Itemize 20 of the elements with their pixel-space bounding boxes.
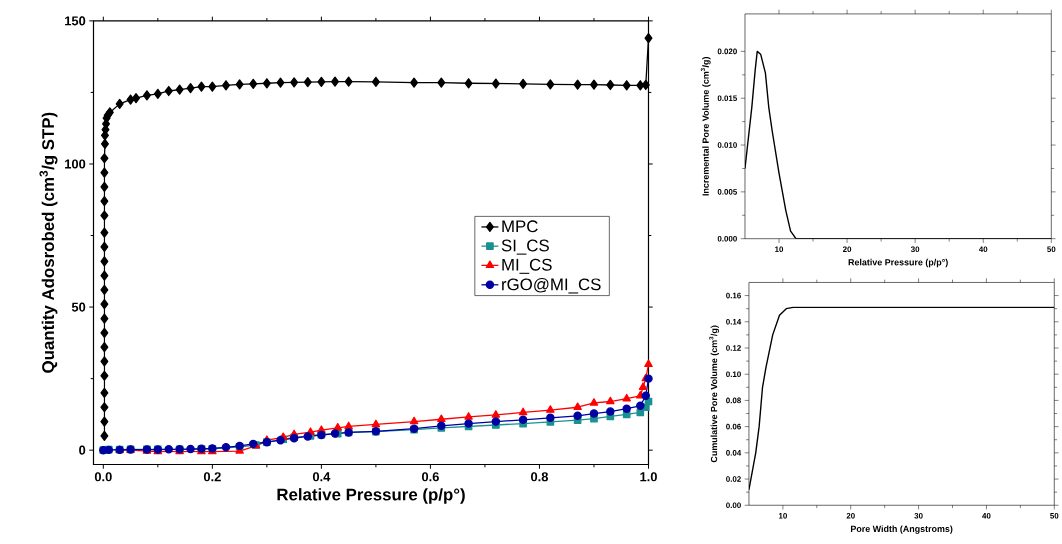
y-tick-label: 0 [79,445,86,455]
x-tick-label: 0.4 [312,472,331,482]
y-axis-title: Cumulative Pore Volume (cm$^{3}$/g) [709,325,719,463]
x-tick-label: 0.8 [531,472,549,482]
y-tick-label: 150 [65,16,86,26]
x-tick-label: 0.2 [203,472,221,482]
legend-label: MPC [502,220,538,233]
x-axis-title: Relative Pressure (p/p°) [277,488,465,504]
x-tick-label: 0.0 [94,472,112,482]
y-tick-label: 100 [65,159,86,169]
x-tick-label: 0.6 [421,472,439,482]
legend-label: SI_CS [501,239,549,255]
x-tick-label: 1.0 [640,472,657,482]
legend-label: rGO@MI_CS [502,277,601,294]
x-axis-title: Pore Width (Angstroms) [850,525,953,534]
y-tick-label: 50 [71,302,86,312]
y-axis-title: Quantity Adosrobed (cm$^{3}$/g STP) [39,112,58,373]
legend-label: MI_CS [502,258,552,274]
y-axis-title: Incremental Pore Volume (cm$^{3}$/g) [700,57,711,196]
x-axis-title: Relative Pressure (p/p°) [848,258,948,268]
